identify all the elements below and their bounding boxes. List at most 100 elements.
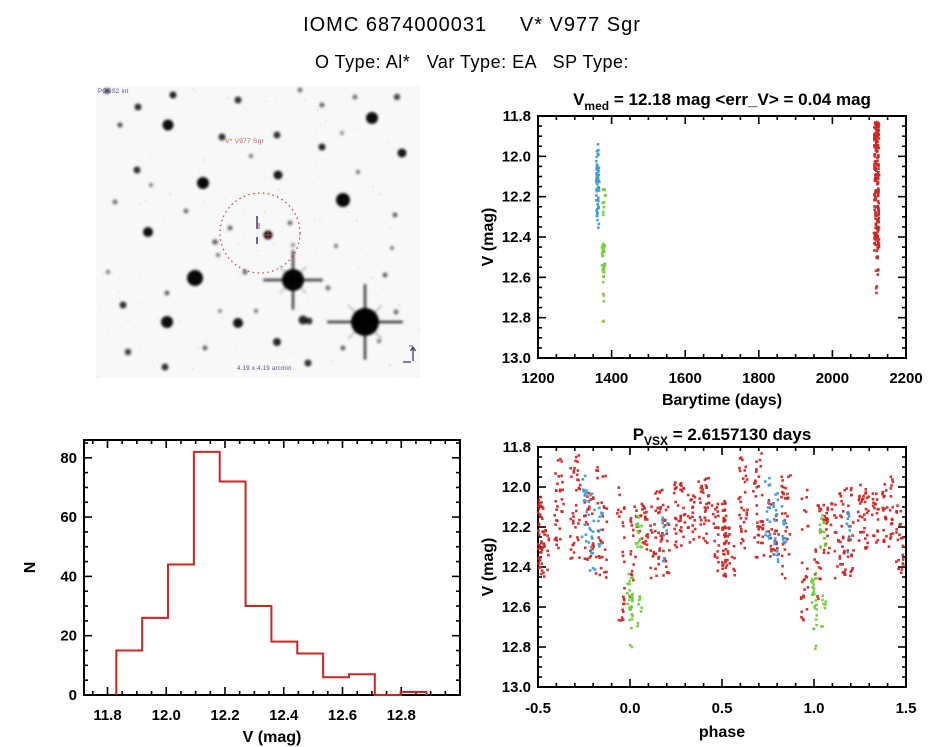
- data-point: [599, 540, 603, 543]
- data-point: [817, 566, 821, 569]
- data-point: [594, 194, 598, 197]
- data-point: [844, 568, 847, 572]
- data-point: [847, 524, 851, 528]
- data-point: [864, 547, 868, 550]
- data-point: [723, 508, 727, 512]
- data-point: [876, 273, 880, 276]
- data-point: [875, 214, 879, 217]
- data-point: [837, 539, 840, 543]
- data-point: [595, 214, 599, 218]
- data-point: [850, 568, 854, 572]
- data-point: [740, 506, 743, 510]
- data-point: [680, 489, 684, 493]
- data-point: [881, 492, 884, 496]
- data-point: [603, 263, 607, 267]
- data-point: [597, 530, 600, 533]
- data-point: [802, 595, 806, 599]
- data-point: [584, 533, 588, 536]
- data-point: [725, 526, 728, 530]
- data-point: [597, 148, 600, 152]
- data-point: [810, 580, 813, 583]
- data-point: [876, 194, 880, 198]
- data-point: [843, 573, 846, 577]
- data-point: [876, 255, 879, 258]
- data-point: [540, 548, 544, 551]
- y-tick-label: 20: [60, 628, 77, 645]
- data-point: [787, 475, 790, 479]
- star: [382, 272, 388, 278]
- data-point: [786, 492, 789, 496]
- data-point: [818, 509, 821, 513]
- data-point: [896, 504, 899, 507]
- data-point: [881, 490, 885, 494]
- data-point: [602, 205, 606, 209]
- data-point: [877, 167, 880, 170]
- data-point: [822, 503, 826, 507]
- data-point: [826, 508, 830, 512]
- data-point: [571, 511, 575, 515]
- data-point: [723, 535, 727, 539]
- data-point: [848, 529, 852, 532]
- data-point: [841, 503, 845, 506]
- data-point: [705, 477, 708, 480]
- data-point: [707, 476, 711, 480]
- data-point: [675, 523, 678, 527]
- data-point: [587, 507, 591, 511]
- data-point: [547, 538, 551, 542]
- data-point: [691, 515, 694, 519]
- data-point: [587, 500, 591, 504]
- data-point: [539, 565, 542, 569]
- data-point: [540, 505, 544, 509]
- data-point: [875, 226, 879, 230]
- data-point: [713, 553, 717, 556]
- data-point: [601, 292, 605, 296]
- data-point: [655, 490, 659, 493]
- data-point: [891, 478, 894, 481]
- y-tick-label: 12.8: [502, 639, 531, 656]
- data-point: [899, 571, 903, 575]
- data-point: [569, 517, 573, 521]
- data-point: [662, 559, 665, 563]
- data-point: [821, 625, 824, 628]
- data-point: [587, 505, 591, 509]
- data-point: [621, 608, 625, 612]
- data-point: [631, 597, 634, 601]
- data-point: [876, 529, 879, 532]
- data-point: [605, 558, 608, 562]
- data-point: [630, 626, 633, 630]
- data-point: [572, 471, 576, 474]
- star: [390, 246, 394, 250]
- bright-star-with-spikes: [263, 250, 323, 310]
- data-point: [755, 512, 759, 516]
- data-point: [813, 604, 816, 608]
- data-point: [595, 171, 599, 175]
- data-point: [800, 561, 804, 565]
- y-tick-label: 0: [69, 687, 77, 704]
- data-point: [588, 527, 591, 530]
- data-point: [874, 188, 878, 192]
- data-point: [554, 499, 558, 503]
- data-point: [850, 553, 853, 556]
- data-point: [743, 480, 747, 484]
- data-point: [555, 537, 558, 541]
- data-point: [630, 617, 634, 621]
- data-point: [621, 524, 625, 528]
- data-point: [590, 537, 594, 540]
- data-point: [774, 508, 778, 512]
- data-point: [572, 551, 576, 554]
- data-point: [877, 220, 880, 224]
- data-point: [756, 521, 759, 525]
- data-point: [726, 550, 730, 553]
- data-point: [841, 545, 844, 549]
- data-point: [895, 527, 898, 531]
- data-point: [628, 606, 631, 610]
- data-point: [537, 529, 540, 532]
- data-point: [691, 505, 695, 509]
- data-point: [677, 519, 681, 523]
- star: [298, 315, 308, 325]
- data-point: [601, 280, 605, 284]
- star: [366, 112, 378, 124]
- y-tick-label: 13.0: [502, 679, 531, 696]
- data-point: [814, 571, 818, 575]
- data-point: [733, 556, 736, 560]
